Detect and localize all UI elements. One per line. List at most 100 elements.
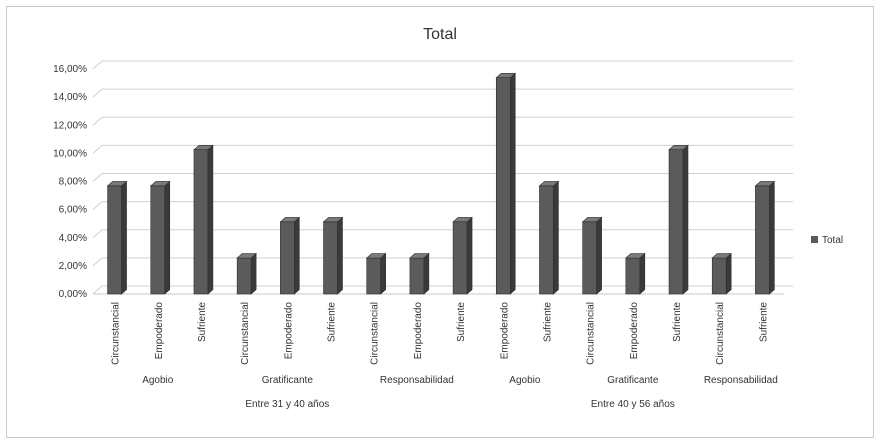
bar [668,144,689,295]
bar-front [711,257,727,295]
bar-side [423,252,430,295]
bar [279,216,301,295]
gridline [92,229,793,239]
x-group-label: Gratificante [262,375,314,386]
bar-side [380,252,386,295]
bar-top [149,181,171,187]
x-category-label: Circunstancial [586,302,597,365]
bar-front [193,149,209,295]
x-category-label: Sufriente [197,302,208,342]
bar [193,144,214,295]
y-tick-label: 0,00% [59,289,87,300]
y-tick-label: 10,00% [53,148,87,159]
x-age-group-label: Entre 40 y 56 años [591,399,675,410]
bar-top [581,217,603,223]
bar [452,216,473,295]
gridline [92,144,793,154]
bar [365,252,387,295]
x-group-label: Gratificante [607,375,659,386]
y-tick-label: 4,00% [59,233,87,244]
y-tick-label: 14,00% [53,92,87,103]
x-category-label: Empoderado [413,302,424,360]
bar [322,216,344,295]
x-category-label: Empoderado [283,302,294,360]
bar-side [250,252,257,295]
bar-front [236,257,252,295]
bar-front [150,185,166,295]
y-tick-label: 2,00% [59,261,87,272]
chart-canvas: Total 0,00% 2,00% 4,00% 6,00% 8,00% 10,00% 12,0… [53,26,843,410]
bar-top [322,217,344,223]
bar-side [337,216,343,295]
y-tick-label: 8,00% [59,177,87,188]
chart-frame: Total 0,00% 2,00% 4,00% 6,00% 8,00% 10,00% 12,0… [6,6,874,438]
bar [711,252,732,295]
bar-front [107,185,122,295]
bar [106,180,128,295]
x-category-label: Empoderado [499,302,510,360]
x-category-label: Sufriente [758,302,769,342]
gridline [92,257,793,267]
bar-front [495,77,511,295]
gridline [92,173,793,182]
bar [538,180,560,295]
gridline [92,60,793,70]
bar-top [409,253,430,259]
bar-top [106,181,128,187]
bar-top [754,181,776,187]
bar-side [466,216,473,295]
bar-side [596,216,602,295]
x-group-label: Agobio [509,375,541,386]
bar-side [121,180,127,295]
bar [495,72,517,295]
bar-top [365,253,387,259]
bar-front [323,221,338,295]
bar-front [539,185,554,295]
x-category-label: Circunstancial [240,302,251,365]
bar-side [682,144,689,295]
y-tick-label: 16,00% [53,64,87,75]
legend: Total [811,235,843,246]
bar-front [280,221,295,295]
legend-label: Total [822,235,843,246]
bar [409,252,430,295]
bar [236,252,257,295]
x-category-label: Circunstancial [715,302,726,365]
bar-side [294,216,300,295]
bar-front [452,221,468,295]
bar-front [625,257,641,295]
bar-front [755,185,770,295]
bar [625,252,646,295]
bar-front [582,221,597,295]
bar-side [553,180,559,295]
x-category-label: Sufriente [672,302,683,342]
y-tick-label: 12,00% [53,120,87,131]
x-category-label: Circunstancial [370,302,381,365]
bar-top [495,73,517,79]
bar-front [366,257,382,295]
bar-top [452,217,473,223]
bar-front [668,149,684,295]
legend-swatch [811,236,818,243]
bar-top [625,253,646,259]
x-category-label: Sufriente [456,302,467,342]
gridline [92,201,793,210]
x-category-label: Empoderado [629,302,640,360]
x-age-group-label: Entre 31 y 40 años [245,399,329,410]
bar-top [193,145,214,151]
bar-top [668,145,689,151]
bar-top [538,181,560,187]
gridline [92,88,793,98]
bar [581,216,603,295]
x-group-label: Responsabilidad [380,375,454,386]
x-group-label: Agobio [142,375,174,386]
bar-side [164,180,171,295]
x-category-label: Sufriente [327,302,338,342]
bar [754,180,776,295]
bar-side [207,144,214,295]
bar-top [711,253,732,259]
y-tick-label: 6,00% [59,205,87,216]
bar-side [509,72,516,295]
bar-side [769,180,775,295]
bar [149,180,171,295]
